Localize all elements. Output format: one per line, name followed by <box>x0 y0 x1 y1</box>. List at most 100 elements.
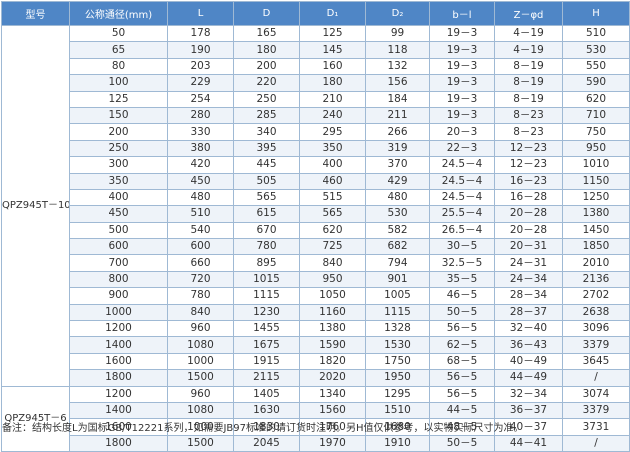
table-cell: 3731 <box>562 418 630 436</box>
table-cell: 1820 <box>299 352 366 371</box>
table-cell: 19－3 <box>429 41 495 59</box>
table-cell: 1450 <box>562 221 630 240</box>
table-cell: 540 <box>167 221 234 240</box>
table-cell: 1530 <box>365 336 430 354</box>
table-cell: 16－23 <box>494 172 563 190</box>
table-row: 125 254 250 210 184 19－3 8－19 620 <box>2 90 630 108</box>
table-cell: 1250 <box>562 188 630 207</box>
table-row: 200 330 340 295 266 20－3 8－23 750 <box>2 123 630 141</box>
table-cell: 2702 <box>562 287 630 305</box>
table-cell: 1295 <box>365 385 430 403</box>
table-cell: 400 <box>299 156 366 174</box>
table-row: 65 190 180 145 118 19－3 4－19 530 <box>2 41 630 59</box>
table-cell: 24.5－4 <box>429 156 495 174</box>
table-cell: 36－37 <box>494 401 563 420</box>
table-cell: 400 <box>69 188 168 207</box>
table-cell: 240 <box>299 106 366 125</box>
table-row: 1800 1500 2115 2020 1950 56－5 44－49/ <box>2 369 630 387</box>
table-cell: 1160 <box>299 303 366 322</box>
table-cell: 280 <box>167 106 234 125</box>
table-cell: 340 <box>233 123 300 141</box>
table-cell: 1590 <box>299 336 366 354</box>
table-cell: 8－19 <box>494 57 563 76</box>
table-cell: 1010 <box>562 156 630 174</box>
table-cell: 330 <box>167 123 234 141</box>
table-cell: 32－40 <box>494 320 563 338</box>
table-cell: 32－34 <box>494 385 563 403</box>
table-cell: 300 <box>69 156 168 174</box>
table-cell: 582 <box>365 221 430 240</box>
table-cell: 1800 <box>69 369 168 387</box>
table-row: 150 280 285 240 211 19－3 8－23 710 <box>2 106 630 125</box>
table-cell: 19－3 <box>429 90 495 108</box>
table-cell: 99 <box>365 24 430 43</box>
table-cell: 1005 <box>365 287 430 305</box>
table-cell: 190 <box>167 41 234 59</box>
table-cell: 840 <box>299 254 366 272</box>
table-cell: 1850 <box>562 238 630 256</box>
table-cell: 510 <box>167 205 234 223</box>
table-cell: 1015 <box>233 270 300 289</box>
table-cell: 4－19 <box>494 24 563 43</box>
table-cell: 550 <box>562 57 630 76</box>
table-row: 250 380 395 350 319 22－3 12－23 950 <box>2 139 630 158</box>
table-cell: 50 <box>69 24 168 43</box>
table-cell: 682 <box>365 238 430 256</box>
table-cell: 200 <box>233 57 300 76</box>
table-cell: 615 <box>233 205 300 223</box>
table-cell: 530 <box>365 205 430 223</box>
table-cell: 590 <box>562 74 630 92</box>
column-header: L <box>167 1 234 26</box>
table-cell: 319 <box>365 139 430 158</box>
table-cell: 500 <box>69 221 168 240</box>
table-cell: 44－5 <box>429 401 495 420</box>
table-row: 80 203 200 160 132 19－3 8－19 550 <box>2 57 630 76</box>
table-cell: 3379 <box>562 401 630 420</box>
table-cell: 670 <box>233 221 300 240</box>
table-cell: 840 <box>167 303 234 322</box>
table-cell: 132 <box>365 57 430 76</box>
table-cell: 1510 <box>365 401 430 420</box>
table-cell: 1080 <box>167 336 234 354</box>
table-cell: 8－23 <box>494 106 563 125</box>
table-cell: 28－34 <box>494 287 563 305</box>
table-cell: 8－19 <box>494 90 563 108</box>
model-cell: QPZ945T－10 <box>1 25 70 387</box>
table-row: 400 480 565 515 480 24.5－4 16－28 1250 <box>2 188 630 207</box>
table-cell: 1000 <box>167 352 234 371</box>
table-cell: 80 <box>69 57 168 76</box>
table-cell: 1915 <box>233 352 300 371</box>
table-cell: 950 <box>562 139 630 158</box>
table-row: 1600 1000 1915 1820 1750 68－5 40－49 3645 <box>2 352 630 371</box>
table-cell: 2136 <box>562 270 630 289</box>
table-cell: 1400 <box>69 401 168 420</box>
table-row: 450 510 615 565 530 25.5－4 20－28 1380 <box>2 205 630 223</box>
table-cell: 1455 <box>233 320 300 338</box>
table-cell: 30－5 <box>429 238 495 256</box>
table-cell: 56－5 <box>429 320 495 338</box>
column-header: D <box>233 1 300 26</box>
table-cell: 505 <box>233 172 300 190</box>
table-cell: 1630 <box>233 401 300 420</box>
table-row: 1200 960 1455 1380 1328 56－5 32－40 3096 <box>2 320 630 338</box>
table-cell: 36－43 <box>494 336 563 354</box>
table-cell: 250 <box>233 90 300 108</box>
table-cell: 1230 <box>233 303 300 322</box>
table-cell: 100 <box>69 74 168 92</box>
table-cell: 40－49 <box>494 352 563 371</box>
table-cell: 211 <box>365 106 430 125</box>
table-cell: 19－3 <box>429 74 495 92</box>
table-row: 1800 1500 2045 1970 1910 50－5 44－41/ <box>2 434 630 452</box>
table-cell: 220 <box>233 74 300 92</box>
header-row: 型号 公称通径(mm) L D D₁ D₂ b－l Z－φd H <box>1 1 630 26</box>
table-cell: 660 <box>167 254 234 272</box>
table-cell: 250 <box>69 139 168 158</box>
table-row: 900 780 1115 1050 1005 46－5 28－34 2702 <box>2 287 630 305</box>
table-cell: 20－28 <box>494 205 563 223</box>
table-cell: 750 <box>562 123 630 141</box>
table-cell: 184 <box>365 90 430 108</box>
table-cell: 26.5－4 <box>429 221 495 240</box>
table-cell: 56－5 <box>429 385 495 403</box>
table-cell: 1400 <box>69 336 168 354</box>
